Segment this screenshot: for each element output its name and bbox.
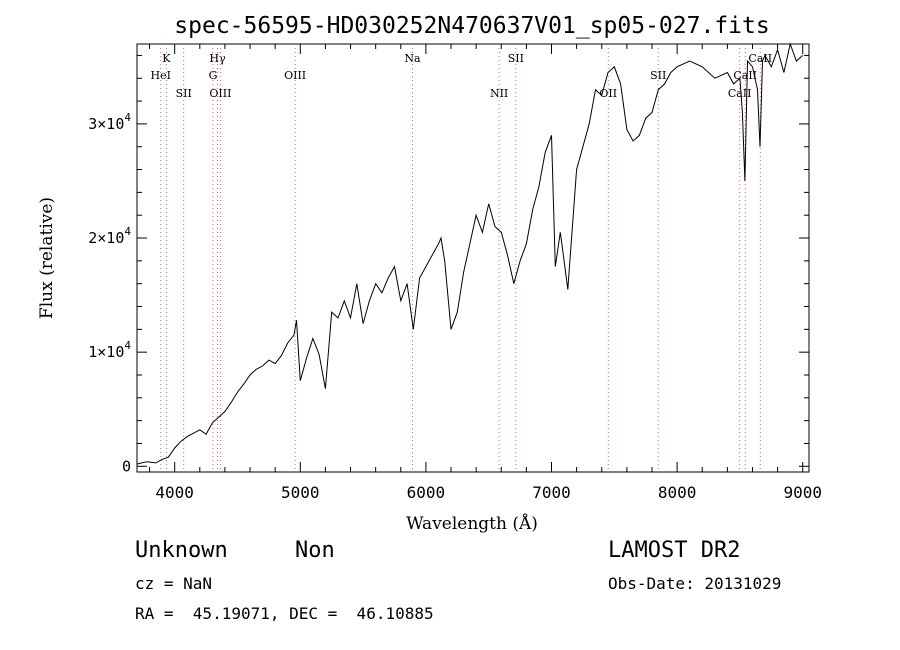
line-label-14: CaII <box>748 52 772 65</box>
line-label-6: OIII <box>284 69 306 82</box>
x-tick-label-0: 4000 <box>155 483 194 502</box>
line-label-9: SII <box>508 52 524 65</box>
line-label-10: OII <box>599 87 617 100</box>
y-axis-ticks: 0 1×104 2×104 3×104 <box>88 54 809 475</box>
chart-title: spec-56595-HD030252N470637V01_sp05-027.f… <box>174 13 769 39</box>
x-axis-ticks: 4000 5000 6000 7000 8000 9000 <box>149 44 822 502</box>
y-tick-label-0: 0 <box>122 457 131 475</box>
x-tick-label-1: 5000 <box>281 483 320 502</box>
line-label-3: Hγ <box>209 52 226 65</box>
line-label-8: NII <box>490 87 508 100</box>
line-label-11: SII <box>650 69 666 82</box>
line-label-5: OIII <box>209 87 231 100</box>
classification-text: Unknown <box>135 538 228 563</box>
y-axis-label: Flux (relative) <box>37 197 57 319</box>
y-tick-label-1: 1×104 <box>88 339 131 361</box>
line-label-0: K <box>162 52 171 65</box>
radec-text: RA = 45.19071, DEC = 46.10885 <box>135 604 434 623</box>
obs-date-text: Obs-Date: 20131029 <box>608 574 782 593</box>
line-label-2: SII <box>176 87 192 100</box>
cz-text: cz = NaN <box>135 574 213 593</box>
x-tick-label-2: 6000 <box>407 483 446 502</box>
x-tick-label-5: 9000 <box>783 483 822 502</box>
x-tick-label-3: 7000 <box>532 483 571 502</box>
spectrum-series-line <box>136 42 804 465</box>
plot-frame <box>136 43 810 473</box>
survey-text: LAMOST DR2 <box>608 538 741 563</box>
line-label-4: G <box>209 69 218 82</box>
line-label-1: HeI <box>151 69 171 82</box>
line-label-12: CaII <box>728 87 752 100</box>
y-tick-label-2: 2×104 <box>88 225 131 247</box>
line-markers: K HeI SII Hγ G OIII OIII Na NII SII OII SII CaII CaII… <box>151 44 772 472</box>
x-tick-label-4: 8000 <box>658 483 697 502</box>
y-tick-label-3: 3×104 <box>88 111 131 133</box>
x-axis-label: Wavelength (Å) <box>406 513 538 534</box>
line-label-7: Na <box>404 52 421 65</box>
subclass-text: Non <box>295 538 335 563</box>
